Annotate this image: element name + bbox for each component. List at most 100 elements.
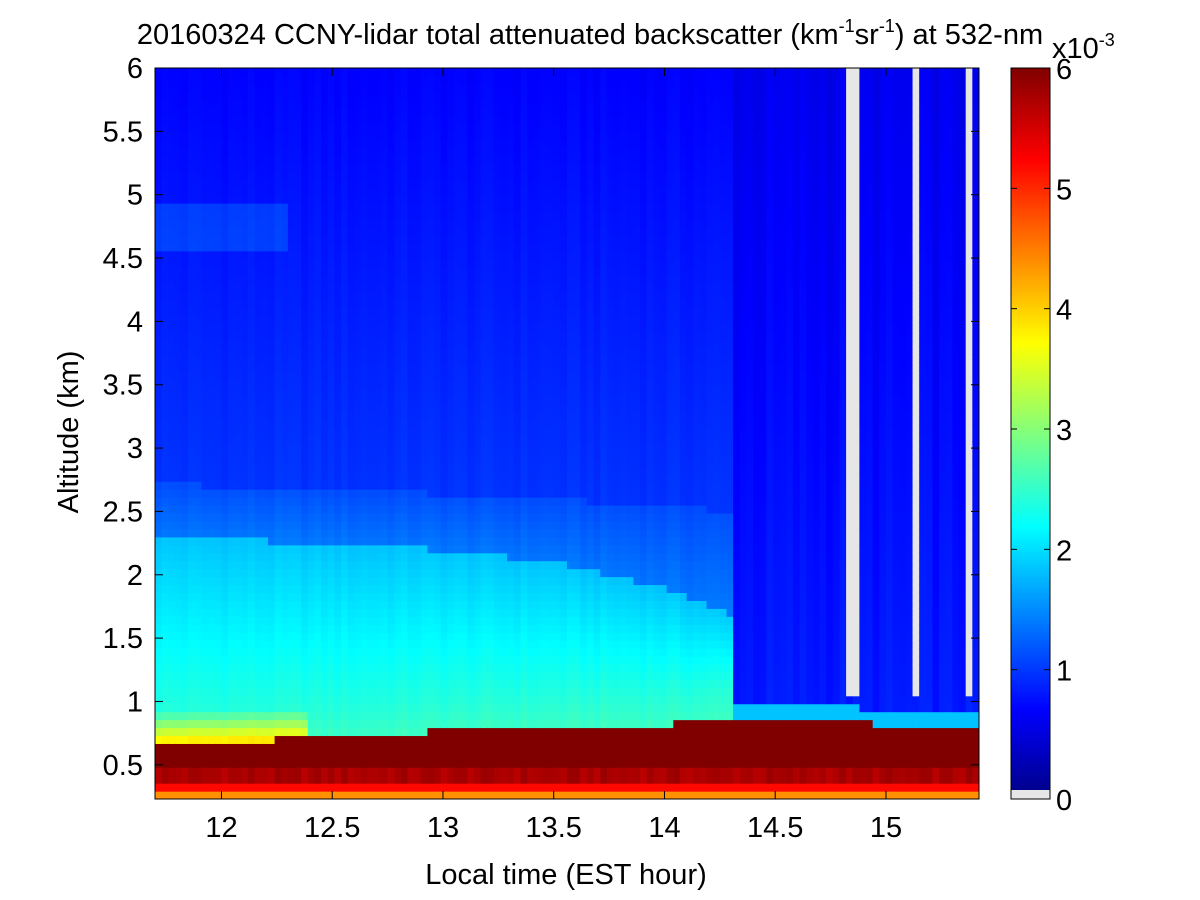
heatmap-cell (420, 425, 429, 435)
heatmap-cell (168, 354, 176, 363)
heatmap-cell (261, 743, 269, 752)
heatmap-cell (327, 417, 336, 427)
heatmap-cell (194, 544, 203, 554)
heatmap-cell (394, 417, 402, 427)
heatmap-cell (493, 616, 502, 625)
heatmap-cell (487, 687, 495, 697)
heatmap-cell (493, 107, 502, 117)
heatmap-cell (168, 727, 176, 737)
heatmap-cell (507, 536, 515, 546)
heatmap-cell (194, 520, 203, 530)
heatmap-cell (234, 616, 242, 625)
heatmap-cell (314, 576, 322, 586)
heatmap-cell (228, 115, 236, 125)
heatmap-cell (294, 608, 302, 617)
heatmap-cell (341, 393, 349, 403)
heatmap-cell (194, 338, 203, 347)
heatmap-cell (447, 512, 455, 522)
heatmap-cell (380, 608, 389, 617)
heatmap-cell (334, 123, 342, 133)
heatmap-cell (467, 695, 475, 705)
heatmap-cell (460, 123, 468, 133)
heatmap-cell (460, 258, 468, 268)
heatmap-cell (174, 719, 183, 729)
heatmap-cell (248, 743, 256, 752)
heatmap-cell (454, 568, 462, 578)
heatmap-cell (420, 624, 429, 633)
heatmap-cell (267, 330, 276, 339)
heatmap-cell (467, 346, 475, 355)
heatmap-cell (440, 671, 448, 681)
heatmap-cell (248, 226, 256, 236)
heatmap-cell (208, 409, 216, 419)
heatmap-cell (387, 751, 395, 760)
heatmap-cell (440, 314, 448, 323)
heatmap-cell (354, 616, 362, 625)
heatmap-cell (274, 377, 282, 387)
heatmap-cell (473, 354, 482, 363)
heatmap-cell (473, 457, 482, 466)
heatmap-cell (387, 131, 395, 141)
heatmap-cell (314, 131, 322, 141)
heatmap-cell (380, 306, 389, 315)
heatmap-cell (341, 147, 349, 157)
heatmap-cell (354, 584, 362, 594)
heatmap-cell (214, 433, 223, 443)
heatmap-cell (155, 242, 163, 252)
heatmap-cell (387, 99, 395, 109)
heatmap-cell (174, 481, 183, 490)
heatmap-cell (294, 568, 302, 578)
heatmap-cell (234, 520, 242, 530)
heatmap-cell (467, 211, 475, 220)
heatmap-cell (281, 497, 289, 506)
heatmap-cell (341, 568, 349, 578)
heatmap-cell (294, 163, 302, 172)
heatmap-cell (354, 163, 362, 172)
heatmap-cell (155, 600, 163, 609)
heatmap-cell (287, 83, 296, 93)
heatmap-cell (201, 711, 209, 721)
heatmap-cell (181, 465, 189, 474)
heatmap-cell (321, 568, 329, 578)
heatmap-cell (414, 655, 422, 665)
heatmap-cell (261, 274, 269, 284)
heatmap-cell (354, 131, 362, 141)
heatmap-cell (447, 75, 455, 85)
heatmap-cell (294, 473, 302, 482)
heatmap-cell (161, 783, 169, 792)
heatmap-cell (440, 497, 448, 506)
heatmap-cell (354, 624, 362, 633)
heatmap-cell (414, 258, 422, 268)
heatmap-cell (420, 481, 429, 490)
heatmap-cell (440, 258, 448, 268)
heatmap-cell (400, 576, 409, 586)
heatmap-cell (400, 409, 409, 419)
heatmap-cell (188, 584, 196, 594)
heatmap-cell (214, 107, 223, 117)
heatmap-cell (161, 401, 169, 411)
heatmap-cell (267, 632, 276, 641)
heatmap-cell (454, 139, 462, 149)
heatmap-cell (327, 568, 336, 578)
heatmap-cell (294, 640, 302, 649)
heatmap-cell (387, 775, 395, 784)
heatmap-cell (414, 616, 422, 625)
heatmap-cell (460, 584, 468, 594)
heatmap-cell (493, 155, 502, 164)
heatmap-cell (287, 203, 296, 212)
heatmap-cell (347, 346, 355, 355)
heatmap-cell (460, 75, 468, 85)
heatmap-cell (400, 584, 409, 594)
heatmap-cell (267, 75, 276, 85)
heatmap-cell (400, 608, 409, 617)
heatmap-cell (480, 242, 488, 252)
heatmap-cell (460, 679, 468, 689)
heatmap-cell (327, 671, 336, 681)
heatmap-cell (467, 298, 475, 307)
heatmap-cell (228, 377, 236, 387)
heatmap-cell (473, 266, 482, 276)
heatmap-cell (434, 473, 442, 482)
heatmap-cell (374, 155, 382, 164)
heatmap-cell (367, 719, 375, 729)
heatmap-cell (427, 346, 435, 355)
